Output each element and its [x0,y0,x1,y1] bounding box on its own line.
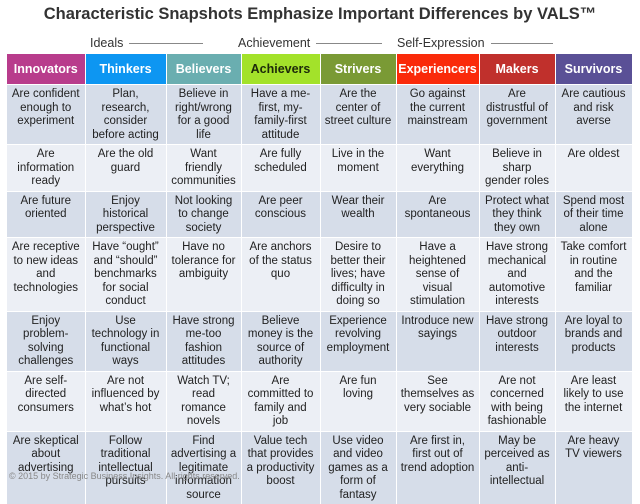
trait-cell: Go against the current mainstream [396,85,479,145]
spectrum-divider [491,43,553,44]
trait-cell: Introduce new sayings [396,311,479,371]
spectrum-self-expression: Self-Expression [397,36,553,50]
trait-cell: Use technology in functional ways [85,311,166,371]
trait-cell: Find advertising a legitimate informatio… [166,431,241,504]
trait-cell: Plan, research, consider before acting [85,85,166,145]
trait-cell: Enjoy problem-solving challenges [7,311,85,371]
spectrum-label: Ideals [90,36,123,50]
trait-cell: Take comfort in routine and the familiar [555,238,632,312]
trait-cell: May be perceived as anti-intellectual [479,431,555,504]
column-header-thinkers: Thinkers [85,54,166,85]
column-header-makers: Makers [479,54,555,85]
trait-cell: Protect what they think they own [479,191,555,238]
trait-cell: Believe in right/wrong for a good life [166,85,241,145]
trait-cell: Are oldest [555,145,632,192]
spectrum-divider [316,43,382,44]
trait-cell: Are not concerned with being fashionable [479,371,555,431]
spectrum-achievement: Achievement [238,36,382,50]
trait-cell: Wear their wealth [320,191,396,238]
table-row: Are receptive to new ideas and technolog… [7,238,632,312]
trait-cell: Are confident enough to experiment [7,85,85,145]
column-header-achievers: Achievers [241,54,320,85]
trait-cell: Watch TV; read romance novels [166,371,241,431]
trait-cell: Live in the moment [320,145,396,192]
trait-cell: Have “ought” and “should” benchmarks for… [85,238,166,312]
trait-cell: Want friendly communities [166,145,241,192]
trait-cell: Not looking to change society [166,191,241,238]
trait-cell: Are fully scheduled [241,145,320,192]
trait-cell: Are not influenced by what’s hot [85,371,166,431]
trait-cell: See themselves as very sociable [396,371,479,431]
trait-cell: Follow traditional intellectual pursuits [85,431,166,504]
trait-cell: Have a heightened sense of visual stimul… [396,238,479,312]
spectrum-label: Self-Expression [397,36,485,50]
trait-cell: Are committed to family and job [241,371,320,431]
trait-cell: Use video and video games as a form of f… [320,431,396,504]
column-header-innovators: Innovators [7,54,85,85]
trait-cell: Spend most of their time alone [555,191,632,238]
trait-cell: Have strong me-too fashion attitudes [166,311,241,371]
trait-cell: Are peer conscious [241,191,320,238]
trait-cell: Have strong outdoor interests [479,311,555,371]
trait-cell: Have a me-first, my-family-first attitud… [241,85,320,145]
trait-cell: Are skeptical about advertising [7,431,85,504]
trait-cell: Have strong mechanical and automotive in… [479,238,555,312]
trait-cell: Are the old guard [85,145,166,192]
trait-cell: Are distrustful of government [479,85,555,145]
trait-cell: Are spontaneous [396,191,479,238]
trait-cell: Want everything [396,145,479,192]
trait-cell: Are loyal to brands and products [555,311,632,371]
trait-cell: Have no tolerance for ambiguity [166,238,241,312]
trait-cell: Value tech that provides a productivity … [241,431,320,504]
trait-cell: Are fun loving [320,371,396,431]
spectrum-label: Achievement [238,36,310,50]
trait-cell: Believe in sharp gender roles [479,145,555,192]
spectrum-divider [129,43,203,44]
column-header-survivors: Survivors [555,54,632,85]
trait-cell: Are anchors of the status quo [241,238,320,312]
trait-cell: Are receptive to new ideas and technolog… [7,238,85,312]
copyright-footer: © 2015 by Strategic Business Insights. A… [9,471,240,481]
trait-cell: Are cautious and risk averse [555,85,632,145]
column-header-experiencers: Experiencers [396,54,479,85]
trait-cell: Believe money is the source of authority [241,311,320,371]
trait-cell: Desire to better their lives; have diffi… [320,238,396,312]
column-header-believers: Believers [166,54,241,85]
trait-cell: Are self-directed consumers [7,371,85,431]
spectrum-ideals: Ideals [90,36,203,50]
trait-cell: Enjoy historical perspective [85,191,166,238]
trait-cell: Are first in, first out of trend adoptio… [396,431,479,504]
trait-cell: Experience revolving employment [320,311,396,371]
trait-cell: Are information ready [7,145,85,192]
page-title: Characteristic Snapshots Emphasize Impor… [0,5,640,24]
trait-cell: Are least likely to use the internet [555,371,632,431]
trait-cell: Are heavy TV viewers [555,431,632,504]
motivation-spectrum: Ideals Achievement Self-Expression [0,36,640,52]
trait-cell: Are the center of street culture [320,85,396,145]
trait-cell: Are future oriented [7,191,85,238]
column-header-strivers: Strivers [320,54,396,85]
